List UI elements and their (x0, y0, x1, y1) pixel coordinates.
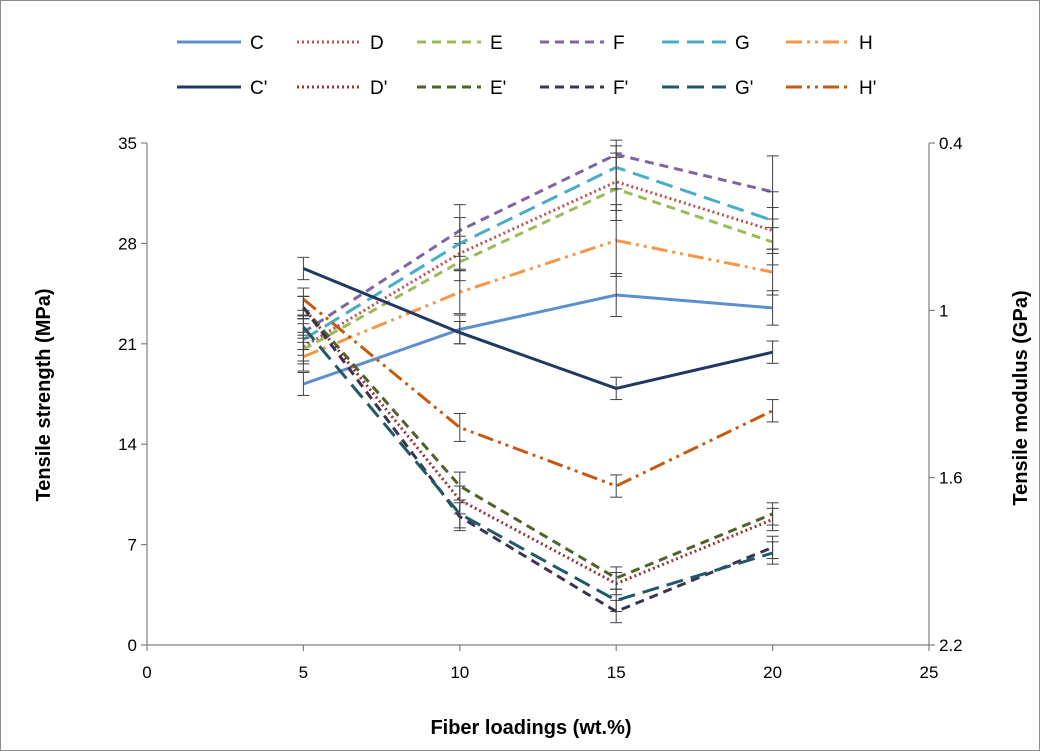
series-Eprime (297, 295, 779, 590)
series-line (302, 187, 774, 351)
series-line (302, 326, 774, 603)
y2-tick-label: 1.6 (939, 469, 963, 488)
series-Gprime (297, 315, 779, 613)
series-line (302, 306, 774, 614)
legend: C D E F G H C' D' E' F' G' H' (177, 33, 876, 99)
legend-label: D' (370, 78, 387, 99)
y-tick-label: 0 (128, 636, 137, 655)
y2-tick-label: 1 (939, 301, 948, 320)
x-tick-label: 0 (142, 663, 151, 682)
y-tick-label: 28 (118, 234, 137, 253)
y-axis-title: Tensile strength (MPa) (33, 289, 55, 502)
y2-tick-label: 2.2 (939, 636, 963, 655)
x-tick-label: 20 (763, 663, 782, 682)
legend-label: G (735, 33, 750, 54)
series-D (297, 152, 779, 362)
series-line (302, 152, 773, 334)
series-E (297, 156, 779, 365)
series-layer (297, 139, 779, 624)
series-line (302, 180, 774, 348)
legend-label: C' (250, 78, 267, 99)
series-F (297, 139, 779, 351)
legend-label: F (613, 33, 625, 54)
series-Cprime (297, 256, 779, 401)
y-tick-label: 21 (118, 335, 137, 354)
series-Hprime (297, 287, 779, 498)
x-tick-label: 10 (450, 663, 469, 682)
series-Dprime (297, 295, 779, 596)
legend-label: E' (490, 78, 506, 99)
x-axis-title: Fiber loadings (wt.%) (430, 717, 631, 739)
series-line (302, 267, 773, 390)
y2-tick-label: 0.4 (939, 134, 963, 153)
series-line (302, 298, 774, 488)
series-line (302, 293, 773, 386)
y-tick-label: 35 (118, 134, 137, 153)
legend-label: D (370, 33, 384, 54)
series-line (302, 165, 774, 341)
series-line (302, 306, 774, 580)
legend-label: H' (859, 78, 876, 99)
series-line (302, 238, 773, 359)
y-tick-label: 14 (118, 435, 137, 454)
legend-label: C (250, 33, 264, 54)
x-tick-label: 5 (299, 663, 308, 682)
x-tick-label: 25 (920, 663, 939, 682)
legend-label: F' (613, 78, 628, 99)
x-tick-label: 15 (607, 663, 626, 682)
series-H (297, 204, 779, 372)
legend-label: H (859, 33, 873, 54)
series-C (297, 273, 779, 396)
series-line (302, 306, 774, 586)
legend-label: G' (735, 78, 753, 99)
legend-label: E (490, 33, 503, 54)
axes: 0 7 14 21 28 35 0.4 1 1.6 2.2 0 5 10 15 20 25 (118, 134, 963, 682)
y-tick-label: 7 (128, 536, 137, 555)
y2-axis-title: Tensile modulus (GPa) (1010, 290, 1032, 505)
